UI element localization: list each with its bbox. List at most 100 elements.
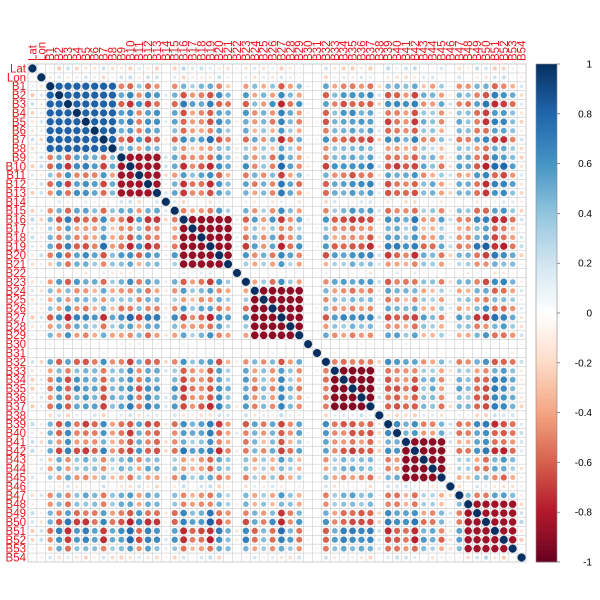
corr-circle-B33-B15: [172, 368, 178, 374]
corr-circle-B30-B50: [485, 343, 487, 345]
corr-circle-B53-B20: [216, 545, 223, 552]
corr-circle-B16-B14: [163, 217, 168, 222]
corr-circle-B1-B19: [207, 83, 214, 90]
corr-circle-B8-B45: [439, 146, 444, 151]
corr-circle-B5-B17: [189, 119, 196, 125]
corr-circle-B53-B4: [74, 546, 80, 552]
corr-circle-B47-B10: [127, 492, 134, 499]
corr-circle-B31-B43: [422, 352, 425, 354]
corr-circle-B49-B15: [171, 510, 178, 517]
corr-circle-B34-B33: [330, 375, 339, 384]
corr-circle-B38-B27: [279, 413, 284, 418]
corr-circle-B15-B9: [118, 207, 125, 214]
corr-circle-B33-B30: [307, 370, 309, 372]
corr-circle-B50-B2: [55, 518, 63, 526]
corr-circle-B10-B45: [438, 163, 445, 170]
corr-circle-B53-B7: [100, 545, 107, 552]
corr-circle-B6-B11: [136, 127, 143, 134]
corr-circle-B51-B3: [64, 527, 72, 535]
corr-circle-B46-B20: [217, 484, 222, 489]
corr-circle-B44-B49: [474, 465, 480, 472]
corr-circle-B35-B35: [348, 384, 357, 393]
corr-circle-B52-B52: [499, 535, 508, 544]
corr-circle-B53-B26: [269, 545, 276, 552]
corr-circle-B39-B44: [429, 421, 436, 428]
corr-circle-B33-B19: [207, 367, 214, 374]
corr-circle-B43-B10: [127, 456, 134, 463]
corr-circle-Lon-B12: [146, 75, 150, 80]
corr-circle-B41-B17: [190, 439, 195, 445]
corr-circle-B9-B30: [306, 156, 310, 159]
corr-circle-B21-B26: [269, 261, 276, 267]
row-label-B31: B31: [6, 348, 26, 360]
corr-circle-B14-B32: [324, 199, 328, 204]
corr-circle-B4-B3: [64, 109, 72, 117]
corr-circle-B32-B19: [207, 358, 214, 365]
corr-circle-B49-B25: [260, 510, 267, 516]
corr-circle-B37-B51: [491, 402, 499, 410]
corr-circle-B37-B48: [465, 403, 471, 410]
corr-circle-B53-B22: [235, 547, 238, 550]
corr-circle-B54-B15: [172, 555, 177, 560]
row-label-B20: B20: [6, 250, 26, 262]
corr-circle-B9-B21: [225, 154, 231, 161]
corr-circle-B43-B14: [164, 458, 167, 461]
corr-circle-B54-B6: [93, 556, 97, 559]
corr-circle-B30-B38: [378, 343, 381, 346]
corr-circle-B49-B19: [206, 509, 214, 517]
colorbar-segment: [536, 507, 557, 511]
corr-circle-B39-B51: [491, 420, 499, 428]
corr-circle-B53-B31: [315, 547, 319, 550]
corr-circle-B35-B14: [164, 387, 168, 390]
corr-circle-B46-B41: [404, 484, 408, 489]
corr-circle-B54-B54: [517, 553, 526, 562]
corr-circle-B8-B16: [180, 145, 187, 152]
corr-circle-B23-B14: [164, 280, 168, 284]
corr-circle-B11-B35: [349, 171, 356, 179]
corr-circle-B41-B50: [482, 438, 490, 446]
corr-circle-B31-B17: [191, 351, 194, 355]
corr-circle-B15-B6: [92, 208, 98, 214]
corr-circle-B29-B21: [225, 332, 231, 338]
corr-circle-B32-B33: [331, 359, 338, 365]
corr-circle-B50-B53: [508, 518, 517, 526]
colorbar-segment: [536, 96, 557, 100]
corr-circle-B17-B49: [474, 225, 480, 232]
corr-circle-B25-B1: [47, 297, 53, 303]
corr-circle-B28-B21: [225, 324, 231, 329]
corr-circle-B14-B23: [244, 200, 248, 204]
corr-circle-B32-B54: [519, 359, 524, 364]
corr-circle-B49-B41: [403, 510, 409, 517]
corr-circle-B31-B15: [174, 352, 176, 354]
corr-circle-B26-B30: [307, 308, 309, 310]
corr-circle-B54-B21: [226, 556, 230, 559]
corr-circle-B42-B51: [491, 447, 499, 455]
corr-circle-B42-B11: [136, 447, 143, 454]
corr-circle-B54-B33: [333, 556, 337, 560]
corr-circle-B20-B49: [474, 252, 481, 259]
corr-circle-B50-B33: [332, 519, 338, 525]
row-label-B14: B14: [6, 197, 27, 209]
corr-circle-B13-B35: [349, 189, 356, 196]
corr-circle-B42-B44: [428, 447, 437, 455]
corr-circle-B17-B11: [136, 225, 142, 232]
corr-circle-B24-B29: [295, 286, 304, 295]
corr-circle-B51-B44: [429, 527, 436, 534]
corr-circle-B29-B14: [164, 333, 168, 337]
corr-circle-B22-B38: [378, 272, 380, 274]
corr-circle-B39-B47: [456, 421, 463, 428]
corr-circle-B34-B42: [411, 376, 419, 383]
corr-circle-B4-B1: [46, 109, 54, 117]
corr-circle-B47-B32: [323, 492, 329, 499]
corr-circle-B6-B22: [236, 130, 238, 132]
corr-circle-B6-B2: [55, 127, 63, 135]
corr-circle-B52-B2: [55, 536, 63, 543]
corr-circle-B27-B48: [465, 314, 471, 321]
corr-circle-Lon-B50: [484, 75, 488, 79]
corr-circle-B7-B53: [509, 136, 516, 143]
corr-circle-B51-B19: [206, 527, 214, 535]
corr-circle-B50-B16: [180, 518, 187, 526]
corr-circle-B10-B2: [55, 162, 63, 170]
corr-circle-B47-B33: [332, 492, 338, 498]
corr-circle-B1-B48: [465, 83, 471, 89]
